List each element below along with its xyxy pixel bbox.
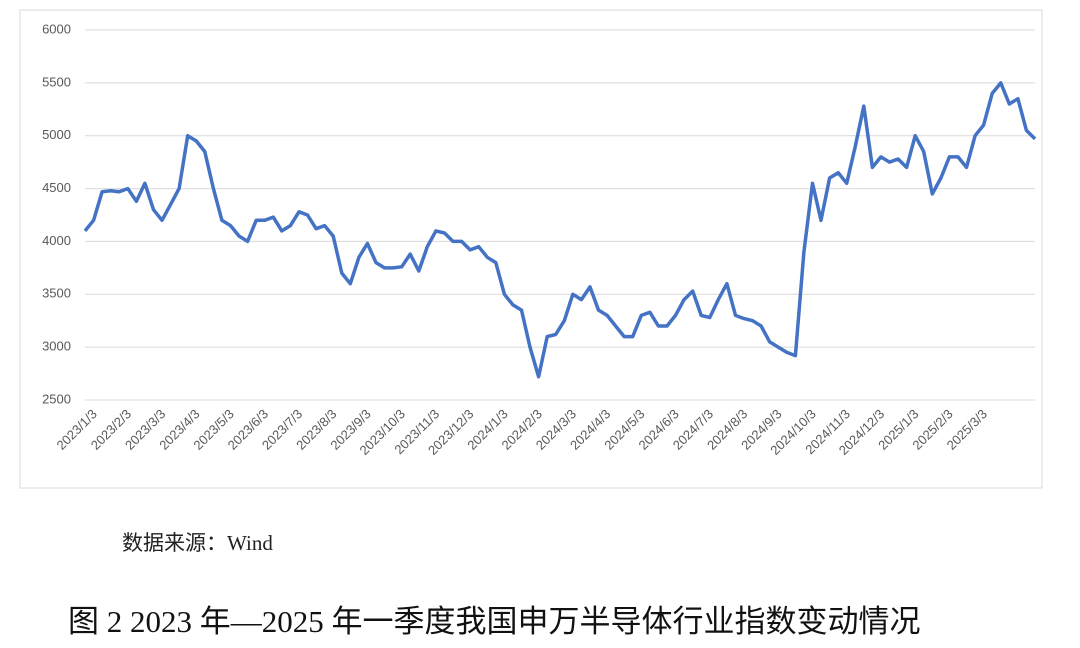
y-tick-label: 4500 (42, 180, 71, 195)
line-series (83, 81, 1037, 379)
source-note: 数据来源：Wind (122, 531, 273, 555)
y-tick-label: 3000 (42, 339, 71, 354)
y-tick-label: 3500 (42, 286, 71, 301)
y-tick-label: 6000 (42, 21, 71, 36)
chart-frame (19, 9, 1043, 489)
caption: 图 2 2023 年—2025 年一季度我国申万半导体行业指数变动情况 (68, 604, 921, 639)
y-tick-label: 4000 (42, 233, 71, 248)
y-tick-label: 2500 (42, 391, 71, 406)
y-tick-label: 5500 (42, 74, 71, 89)
y-tick-label: 5000 (42, 127, 71, 142)
